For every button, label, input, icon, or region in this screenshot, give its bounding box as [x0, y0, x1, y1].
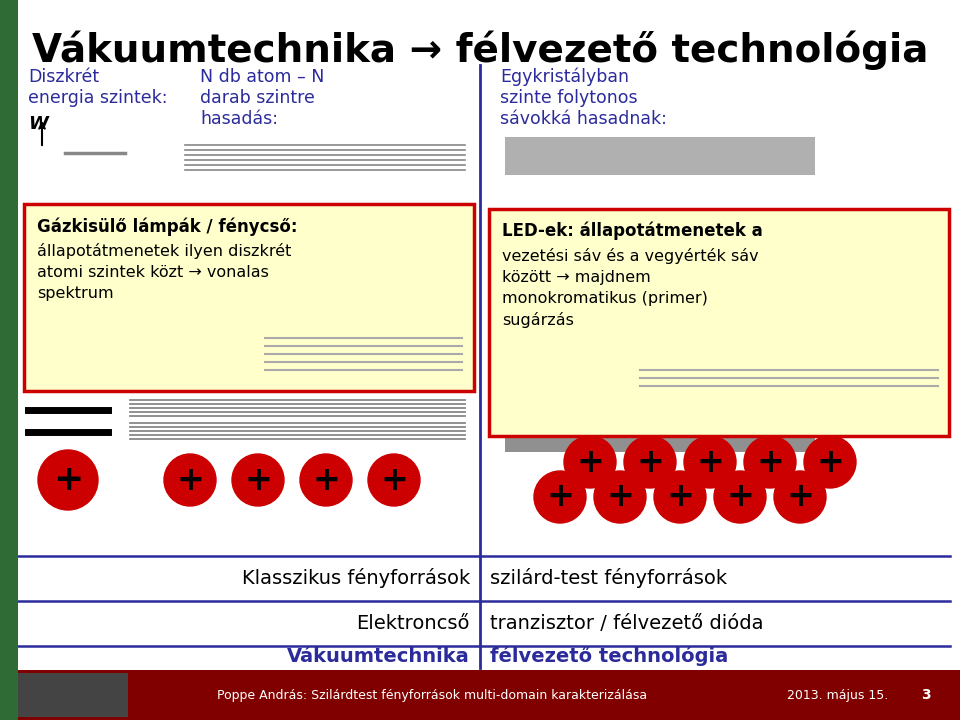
- Text: +: +: [786, 480, 814, 513]
- Text: +: +: [53, 463, 84, 497]
- Text: Gázkisülő lámpák / fénycső:: Gázkisülő lámpák / fénycső:: [37, 217, 298, 235]
- Text: +: +: [312, 464, 340, 497]
- Circle shape: [564, 436, 616, 488]
- Circle shape: [654, 471, 706, 523]
- Text: N db atom – N
darab szintre
hasadás:: N db atom – N darab szintre hasadás:: [200, 68, 324, 127]
- Text: félvezető technológia: félvezető technológia: [490, 646, 729, 666]
- Text: +: +: [636, 446, 664, 479]
- Bar: [505, 432, 815, 452]
- Text: +: +: [816, 446, 844, 479]
- Text: LED-ek: állapotátmenetek a: LED-ek: állapotátmenetek a: [502, 222, 763, 240]
- Text: Vákuumtechnika → félvezető technológia: Vákuumtechnika → félvezető technológia: [32, 30, 928, 70]
- Bar: [18, 673, 128, 717]
- Text: Klasszikus fényforrások: Klasszikus fényforrások: [242, 569, 470, 588]
- Circle shape: [232, 454, 284, 506]
- Bar: [0, 0, 18, 720]
- Text: szilárd-test fényforrások: szilárd-test fényforrások: [490, 569, 727, 588]
- Text: tranzisztor / félvezető dióda: tranzisztor / félvezető dióda: [490, 614, 763, 633]
- Text: állapotátmenetek ilyen diszkrét
atomi szintek közt → vonalas
spektrum: állapotátmenetek ilyen diszkrét atomi sz…: [37, 243, 292, 301]
- Text: Egykristályban
szinte folytonos
sávokká hasadnak:: Egykristályban szinte folytonos sávokká …: [500, 68, 667, 128]
- Text: +: +: [380, 464, 408, 497]
- Circle shape: [300, 454, 352, 506]
- Circle shape: [744, 436, 796, 488]
- Circle shape: [684, 436, 736, 488]
- Text: +: +: [176, 464, 204, 497]
- Text: +: +: [696, 446, 724, 479]
- Circle shape: [534, 471, 586, 523]
- Circle shape: [624, 436, 676, 488]
- Text: Poppe András: Szilárdtest fényforrások multi-domain karakterizálása: Poppe András: Szilárdtest fényforrások m…: [217, 688, 647, 701]
- Circle shape: [714, 471, 766, 523]
- Bar: [505, 137, 815, 175]
- Text: 2013. május 15.: 2013. május 15.: [787, 688, 888, 701]
- Text: +: +: [666, 480, 694, 513]
- Circle shape: [804, 436, 856, 488]
- Text: +: +: [546, 480, 574, 513]
- Text: +: +: [606, 480, 634, 513]
- Text: Melegítés segíti a működést: Melegítés segíti a működést: [159, 683, 470, 703]
- Text: +: +: [756, 446, 784, 479]
- Text: W: W: [28, 115, 48, 133]
- Circle shape: [164, 454, 216, 506]
- FancyBboxPatch shape: [24, 204, 474, 391]
- Text: Diszkrét
energia szintek:: Diszkrét energia szintek:: [28, 68, 167, 107]
- Bar: [0, 670, 960, 720]
- Text: +: +: [244, 464, 272, 497]
- Text: Elektroncső: Elektroncső: [356, 614, 470, 633]
- Circle shape: [368, 454, 420, 506]
- Text: 3: 3: [922, 688, 931, 702]
- Circle shape: [594, 471, 646, 523]
- Text: vezetési sáv és a vegyérték sáv
között → majdnem
monokromatikus (primer)
sugárzá: vezetési sáv és a vegyérték sáv között →…: [502, 248, 758, 328]
- Text: +: +: [726, 480, 754, 513]
- Text: Hűtés szükséges működéshez: Hűtés szükséges működéshez: [490, 683, 818, 703]
- Text: +: +: [576, 446, 604, 479]
- Circle shape: [38, 450, 98, 510]
- FancyBboxPatch shape: [489, 209, 949, 436]
- Circle shape: [774, 471, 826, 523]
- Text: Vákuumtechnika: Vákuumtechnika: [287, 647, 470, 665]
